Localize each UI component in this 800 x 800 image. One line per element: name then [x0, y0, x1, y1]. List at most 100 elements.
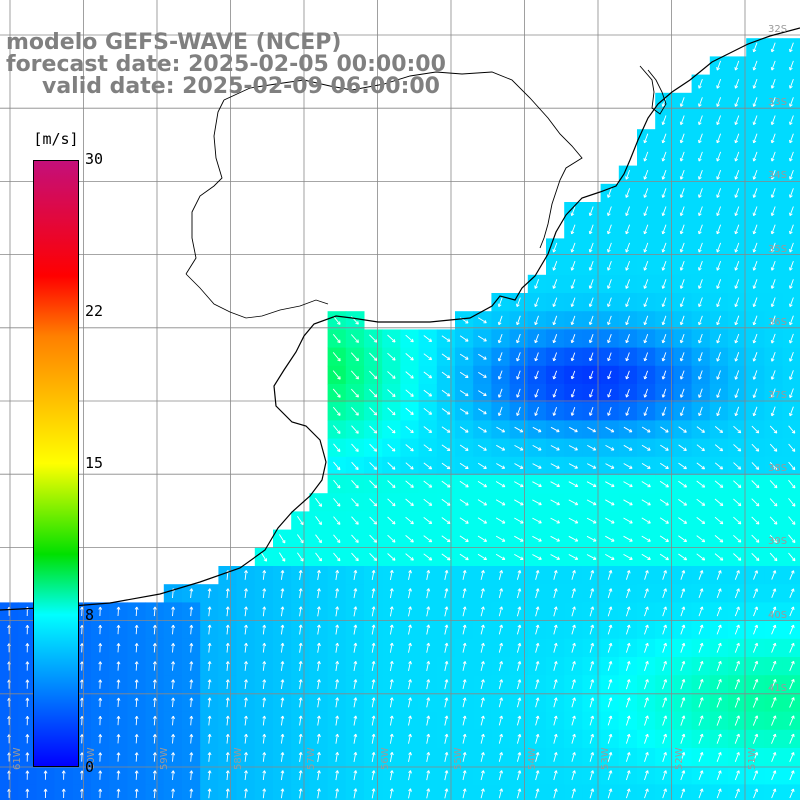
wind-arrow [478, 390, 487, 397]
forecast-date: forecast date: 2025-02-05 00:00:00 [6, 52, 446, 77]
wind-arrow [607, 188, 612, 198]
wind-arrow [387, 425, 396, 434]
wind-arrow [459, 517, 469, 524]
wind-arrow [571, 697, 576, 708]
wind-arrow [716, 606, 722, 617]
wind-arrow [553, 642, 558, 653]
wind-arrow [789, 279, 794, 289]
wind-arrow [351, 498, 359, 507]
wind-arrow [625, 315, 630, 326]
wind-arrow [789, 570, 795, 580]
wind-arrow [552, 388, 558, 398]
wind-arrow [116, 788, 121, 799]
speed-cell [782, 475, 800, 494]
wind-arrow [353, 697, 358, 708]
wind-arrow [752, 115, 758, 126]
wind-arrow [134, 788, 139, 799]
wind-arrow [716, 333, 721, 344]
wind-arrow [770, 242, 776, 253]
wind-arrow [680, 624, 686, 635]
wind-arrow [225, 661, 230, 671]
wind-arrow [262, 715, 267, 726]
wind-arrow [643, 279, 649, 289]
wind-arrow [480, 733, 485, 744]
wind-arrow [769, 480, 778, 489]
wind-arrow [625, 188, 631, 198]
wind-arrow [679, 188, 685, 198]
uruguay-border [185, 99, 225, 275]
wind-arrow [716, 206, 722, 217]
wind-arrow [387, 516, 396, 525]
wind-arrow [477, 317, 487, 324]
wind-arrow [459, 408, 469, 415]
longitude-label: 60W [86, 747, 97, 770]
wind-arrow [408, 679, 412, 690]
wind-arrow [716, 733, 722, 744]
wind-arrow [459, 371, 469, 378]
wind-arrow [262, 624, 267, 635]
wind-arrow [588, 334, 594, 344]
wind-arrow [441, 498, 451, 506]
wind-arrow [389, 715, 394, 726]
wind-arrow [607, 406, 612, 416]
wind-arrow [678, 517, 688, 524]
wind-arrow [498, 788, 504, 799]
wind-arrow [588, 260, 594, 271]
wind-arrow [680, 752, 686, 762]
wind-arrow [371, 788, 376, 799]
wind-arrow [532, 445, 542, 451]
wind-arrow [480, 770, 485, 781]
wind-arrow [244, 715, 248, 726]
wind-arrow [351, 516, 359, 525]
longitude-label: 59W [159, 747, 170, 770]
wind-arrow [514, 517, 524, 524]
wind-arrow [680, 697, 686, 708]
wind-arrow [423, 389, 433, 397]
wind-arrow [335, 624, 340, 635]
wind-arrow [497, 333, 503, 344]
wind-arrow [662, 642, 668, 653]
wind-arrow [459, 462, 469, 470]
wind-arrow [459, 390, 469, 397]
wind-arrow [607, 770, 613, 781]
wind-arrow [552, 352, 558, 362]
wind-arrow [716, 133, 722, 144]
wind-arrow [789, 788, 795, 799]
wind-arrow [789, 733, 795, 744]
wind-arrow [25, 643, 30, 653]
wind-arrow [552, 260, 558, 271]
wind-arrow [152, 697, 157, 708]
wind-arrow [752, 660, 759, 672]
wind-arrow [661, 169, 667, 180]
wind-arrow [680, 679, 686, 690]
wind-arrow [441, 335, 451, 342]
wind-arrow [316, 752, 321, 762]
wind-arrow [516, 770, 522, 781]
wind-arrow [733, 534, 742, 543]
wind-arrow [262, 661, 267, 671]
wind-arrow [116, 752, 121, 762]
wind-arrow [498, 661, 504, 671]
wind-arrow [753, 606, 759, 617]
wind-arrow [441, 517, 451, 524]
wind-arrow [478, 353, 487, 360]
wind-arrow [733, 444, 742, 452]
wind-arrow [550, 426, 560, 433]
wind-arrow [244, 752, 248, 762]
wind-arrow [751, 462, 760, 470]
wind-arrow [625, 297, 631, 307]
wind-arrow [789, 370, 794, 380]
wind-arrow [679, 370, 685, 380]
wind-arrow [659, 480, 669, 488]
wind-arrow [462, 715, 467, 726]
wind-arrow [405, 480, 414, 488]
wind-arrow [423, 371, 433, 379]
wind-arrow [426, 679, 431, 690]
wind-arrow [423, 407, 433, 415]
wind-arrow [679, 352, 685, 362]
wind-arrow [514, 499, 524, 506]
wind-arrow [623, 499, 633, 506]
wind-arrow [644, 788, 649, 799]
wind-arrow [661, 188, 667, 198]
wind-arrow [679, 333, 685, 344]
